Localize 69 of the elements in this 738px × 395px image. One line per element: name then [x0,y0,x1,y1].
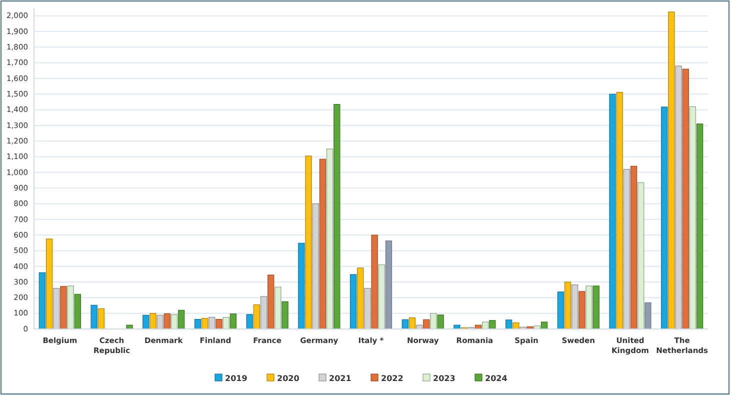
bar [540,322,548,330]
bar [623,168,630,330]
bar [630,166,638,330]
bar [482,322,489,330]
bar [586,286,592,330]
legend-label: 2021 [329,374,352,383]
bar [164,313,170,330]
bar [246,314,253,330]
bar [98,308,104,330]
bar [364,288,371,330]
bar [156,314,164,330]
bar [53,288,60,330]
bar [60,286,67,330]
bar [46,238,53,330]
bar [696,124,704,330]
legend-label: 2020 [277,374,300,383]
bar [319,158,326,330]
bar [38,272,46,330]
bar [564,282,572,330]
legend-label: 2024 [485,374,508,383]
bar [150,313,156,330]
bar [408,317,416,330]
bar [682,68,689,330]
bar [194,318,202,330]
bar [644,302,652,330]
legend-label: 2023 [433,374,456,383]
bar [609,94,616,330]
bar [661,106,668,330]
bar [557,292,564,330]
bar [90,304,98,330]
bar [178,310,185,330]
bar [385,240,392,330]
bar [592,286,600,330]
bar [578,291,586,330]
bar [216,318,222,330]
bar [572,284,578,330]
bar [260,296,268,330]
bar [357,268,364,330]
bar [274,286,282,330]
bar [312,203,319,330]
bar [298,242,305,330]
bar [334,104,340,330]
bar [668,12,675,330]
bar [378,264,385,330]
bar [326,148,334,330]
bar [437,314,444,330]
bar [282,301,288,330]
bar [222,316,230,330]
bar [170,314,178,330]
bar [506,320,512,330]
legend-label: 2022 [381,374,404,383]
bar [74,294,81,330]
bar [638,182,644,330]
bar [202,318,208,330]
bar [253,304,260,330]
bar [268,274,274,330]
legend-label: 2019 [225,374,248,383]
bar [689,106,696,330]
bar [430,313,437,330]
bar [675,66,682,330]
bar [67,286,74,330]
bar [208,316,216,330]
bar [371,234,378,330]
bar [616,92,623,330]
bar [230,314,236,330]
bar [350,274,357,330]
bar [142,314,150,330]
bar [489,320,496,330]
bar [305,156,312,330]
